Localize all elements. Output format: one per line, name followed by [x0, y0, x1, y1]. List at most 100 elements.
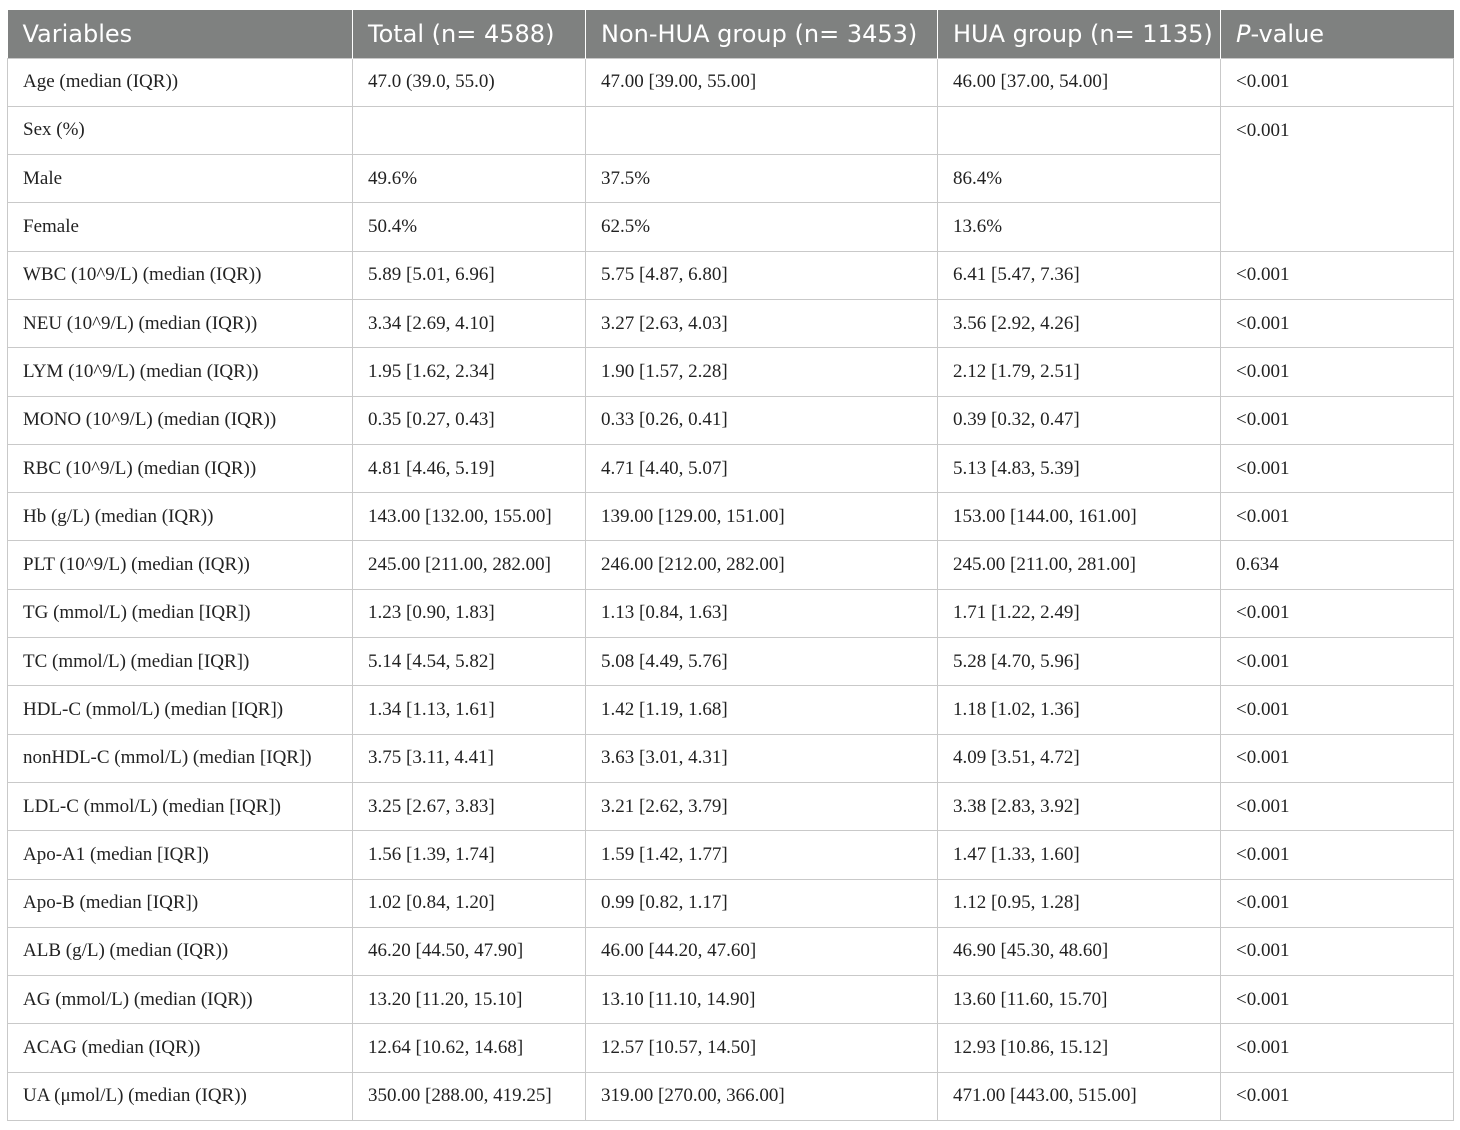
p-value-cell: <0.001	[1220, 347, 1454, 397]
total-cell: 47.0 (39.0, 55.0)	[352, 57, 586, 107]
variable-cell: UA (μmol/L) (median (IQR))	[7, 1071, 353, 1122]
table-row: MONO (10^9/L) (median (IQR)) 0.35 [0.27, …	[7, 395, 1454, 445]
total-cell: 50.4%	[352, 202, 586, 252]
hua-cell: 13.6%	[937, 202, 1221, 252]
hua-cell: 1.12 [0.95, 1.28]	[937, 878, 1221, 928]
variable-cell: MONO (10^9/L) (median (IQR))	[7, 395, 353, 445]
p-value-cell: <0.001	[1220, 1023, 1454, 1073]
p-value-cell: <0.001	[1220, 395, 1454, 445]
table-row: nonHDL-C (mmol/L) (median [IQR]) 3.75 [3.…	[7, 733, 1454, 783]
table-row: LYM (10^9/L) (median (IQR)) 1.95 [1.62, 2…	[7, 347, 1454, 397]
hua-cell: 3.38 [2.83, 3.92]	[937, 781, 1221, 832]
total-cell: 0.35 [0.27, 0.43]	[352, 395, 586, 445]
p-value-cell: <0.001	[1220, 781, 1454, 832]
non-hua-cell: 5.08 [4.49, 5.76]	[585, 637, 938, 687]
header-variables: Variables	[22, 19, 133, 48]
hua-cell: 4.09 [3.51, 4.72]	[937, 733, 1221, 783]
p-value-cell: <0.001	[1220, 1071, 1454, 1122]
p-value-cell: <0.001	[1220, 685, 1454, 735]
hua-cell: 1.71 [1.22, 2.49]	[937, 588, 1221, 639]
header-p-value: P-value	[1220, 10, 1454, 58]
variable-cell: ACAG (median (IQR))	[7, 1023, 353, 1073]
total-cell: 1.23 [0.90, 1.83]	[352, 588, 586, 639]
p-value-cell: <0.001	[1220, 878, 1454, 928]
non-hua-cell: 0.99 [0.82, 1.17]	[585, 878, 938, 928]
header-non-hua-group: Non-HUA group (n= 3453)	[585, 10, 938, 58]
variable-cell: Female	[7, 202, 353, 252]
p-value-cell: <0.001	[1220, 492, 1454, 542]
baseline-characteristics-table: Variables Total (n= 4588) Non-HUA group …	[7, 10, 1454, 1122]
hua-cell: 6.41 [5.47, 7.36]	[937, 250, 1221, 300]
table-row: ALB (g/L) (median (IQR)) 46.20 [44.50, 47…	[7, 926, 1454, 977]
non-hua-cell: 3.63 [3.01, 4.31]	[585, 733, 938, 783]
table-row: TG (mmol/L) (median [IQR]) 1.23 [0.90, 1.…	[7, 588, 1454, 639]
variable-cell: Age (median (IQR))	[7, 57, 353, 107]
non-hua-cell: 46.00 [44.20, 47.60]	[585, 926, 938, 977]
total-cell: 3.75 [3.11, 4.41]	[352, 733, 586, 783]
p-value-cell: <0.001	[1220, 250, 1454, 300]
table-row: RBC (10^9/L) (median (IQR)) 4.81 [4.46, 5…	[7, 443, 1454, 494]
variable-cell: LYM (10^9/L) (median (IQR))	[7, 347, 353, 397]
variable-cell: nonHDL-C (mmol/L) (median [IQR])	[7, 733, 353, 783]
non-hua-cell: 13.10 [11.10, 14.90]	[585, 975, 938, 1025]
non-hua-cell: 0.33 [0.26, 0.41]	[585, 395, 938, 445]
p-value-cell: <0.001	[1220, 57, 1454, 107]
hua-cell: 153.00 [144.00, 161.00]	[937, 492, 1221, 542]
total-cell: 350.00 [288.00, 419.25]	[352, 1071, 586, 1122]
p-value-cell: <0.001	[1220, 443, 1454, 494]
table-row: PLT (10^9/L) (median (IQR)) 245.00 [211.0…	[7, 540, 1454, 590]
variable-cell: WBC (10^9/L) (median (IQR))	[7, 250, 353, 300]
total-cell: 49.6%	[352, 154, 586, 204]
hua-cell: 5.13 [4.83, 5.39]	[937, 443, 1221, 494]
hua-cell: 1.47 [1.33, 1.60]	[937, 830, 1221, 880]
table-row: Apo-B (median [IQR]) 1.02 [0.84, 1.20] 0.9…	[7, 878, 1454, 928]
table-body: Age (median (IQR)) 47.0 (39.0, 55.0) 47.00…	[7, 57, 1454, 1122]
total-cell: 1.95 [1.62, 2.34]	[352, 347, 586, 397]
hua-cell	[937, 105, 1221, 156]
variable-cell: ALB (g/L) (median (IQR))	[7, 926, 353, 977]
non-hua-cell: 62.5%	[585, 202, 938, 252]
hua-cell: 471.00 [443.00, 515.00]	[937, 1071, 1221, 1122]
p-value-cell: <0.001	[1220, 637, 1454, 687]
p-value-cell: <0.001	[1220, 105, 1454, 252]
variable-cell: Male	[7, 154, 353, 204]
table-row: HDL-C (mmol/L) (median [IQR]) 1.34 [1.13,…	[7, 685, 1454, 735]
header-row: Variables Total (n= 4588) Non-HUA group …	[7, 10, 1454, 58]
non-hua-cell	[585, 105, 938, 156]
p-value-cell: <0.001	[1220, 926, 1454, 977]
table-row: Age (median (IQR)) 47.0 (39.0, 55.0) 47.00…	[7, 57, 1454, 107]
hua-cell: 46.00 [37.00, 54.00]	[937, 57, 1221, 107]
total-cell: 5.14 [4.54, 5.82]	[352, 637, 586, 687]
non-hua-cell: 246.00 [212.00, 282.00]	[585, 540, 938, 590]
table-row: UA (μmol/L) (median (IQR)) 350.00 [288.00…	[7, 1071, 1454, 1122]
hua-cell: 0.39 [0.32, 0.47]	[937, 395, 1221, 445]
hua-cell: 12.93 [10.86, 15.12]	[937, 1023, 1221, 1073]
hua-cell: 3.56 [2.92, 4.26]	[937, 298, 1221, 349]
total-cell: 4.81 [4.46, 5.19]	[352, 443, 586, 494]
total-cell: 46.20 [44.50, 47.90]	[352, 926, 586, 977]
non-hua-cell: 139.00 [129.00, 151.00]	[585, 492, 938, 542]
p-value-cell: <0.001	[1220, 298, 1454, 349]
total-cell: 1.56 [1.39, 1.74]	[352, 830, 586, 880]
variable-cell: TC (mmol/L) (median [IQR])	[7, 637, 353, 687]
p-suffix: -value	[1250, 19, 1325, 48]
non-hua-cell: 4.71 [4.40, 5.07]	[585, 443, 938, 494]
table-row: Apo-A1 (median [IQR]) 1.56 [1.39, 1.74] 1.…	[7, 830, 1454, 880]
table-row: TC (mmol/L) (median [IQR]) 5.14 [4.54, 5.…	[7, 637, 1454, 687]
p-value-cell: <0.001	[1220, 830, 1454, 880]
non-hua-cell: 1.42 [1.19, 1.68]	[585, 685, 938, 735]
variable-cell: NEU (10^9/L) (median (IQR))	[7, 298, 353, 349]
hua-cell: 13.60 [11.60, 15.70]	[937, 975, 1221, 1025]
table-row: Male 49.6% 37.5% 86.4%	[7, 154, 1454, 204]
variable-cell: Apo-A1 (median [IQR])	[7, 830, 353, 880]
non-hua-cell: 3.27 [2.63, 4.03]	[585, 298, 938, 349]
variable-cell: HDL-C (mmol/L) (median [IQR])	[7, 685, 353, 735]
table-row: Hb (g/L) (median (IQR)) 143.00 [132.00, 1…	[7, 492, 1454, 542]
total-cell: 143.00 [132.00, 155.00]	[352, 492, 586, 542]
p-value-cell: 0.634	[1220, 540, 1454, 590]
non-hua-cell: 47.00 [39.00, 55.00]	[585, 57, 938, 107]
total-cell	[352, 105, 586, 156]
non-hua-cell: 1.59 [1.42, 1.77]	[585, 830, 938, 880]
hua-cell: 2.12 [1.79, 2.51]	[937, 347, 1221, 397]
table-row: LDL-C (mmol/L) (median [IQR]) 3.25 [2.67,…	[7, 781, 1454, 832]
